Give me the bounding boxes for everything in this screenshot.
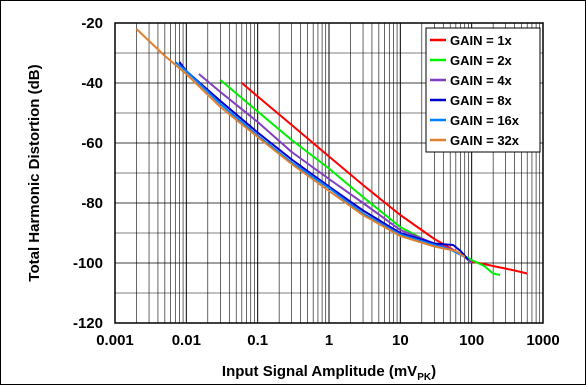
x-tick-label: 0.01 (172, 332, 201, 349)
x-tick-label: 1000 (526, 332, 559, 349)
y-tick-label: -40 (81, 75, 103, 92)
y-tick-label: -100 (73, 255, 103, 272)
plot-border (114, 22, 544, 324)
y-tick-label: -120 (73, 315, 103, 332)
series-line (135, 28, 466, 258)
x-axis-title-subscript: PK (417, 372, 432, 383)
x-axis-title-main: Input Signal Amplitude (mV (222, 363, 417, 380)
x-tick-label: 100 (459, 332, 484, 349)
y-tick-label: -60 (81, 135, 103, 152)
x-axis-title-close: ) (431, 363, 436, 380)
tick-labels: 0.001 0.01 0.1 1 10 100 1000 -20 -40 -60 -80 -100 -1… (73, 15, 560, 349)
legend-label: GAIN = 16x (450, 113, 520, 128)
series-line (174, 61, 466, 258)
legend: GAIN = 1x GAIN = 2x GAIN = 4x GAIN = 8x GAIN… (425, 27, 541, 153)
x-axis-title: Input Signal Amplitude (mVPK) (222, 363, 436, 383)
x-tick-label: 0.001 (96, 332, 134, 349)
legend-label: GAIN = 1x (450, 33, 513, 48)
series-line (241, 82, 528, 275)
series-layer (135, 28, 528, 276)
x-tick-label: 10 (392, 332, 409, 349)
legend-label: GAIN = 4x (450, 73, 513, 88)
legend-box (425, 27, 541, 153)
legend-label: GAIN = 8x (450, 93, 513, 108)
series-line (178, 61, 470, 261)
x-tick-label: 0.1 (247, 332, 268, 349)
y-tick-label: -20 (81, 15, 103, 32)
y-axis-title: Total Harmonic Distortion (dB) (26, 64, 43, 281)
x-tick-label: 1 (325, 332, 333, 349)
legend-label: GAIN = 2x (450, 53, 513, 68)
y-tick-label: -80 (81, 195, 103, 212)
legend-label: GAIN = 32x (450, 133, 520, 148)
